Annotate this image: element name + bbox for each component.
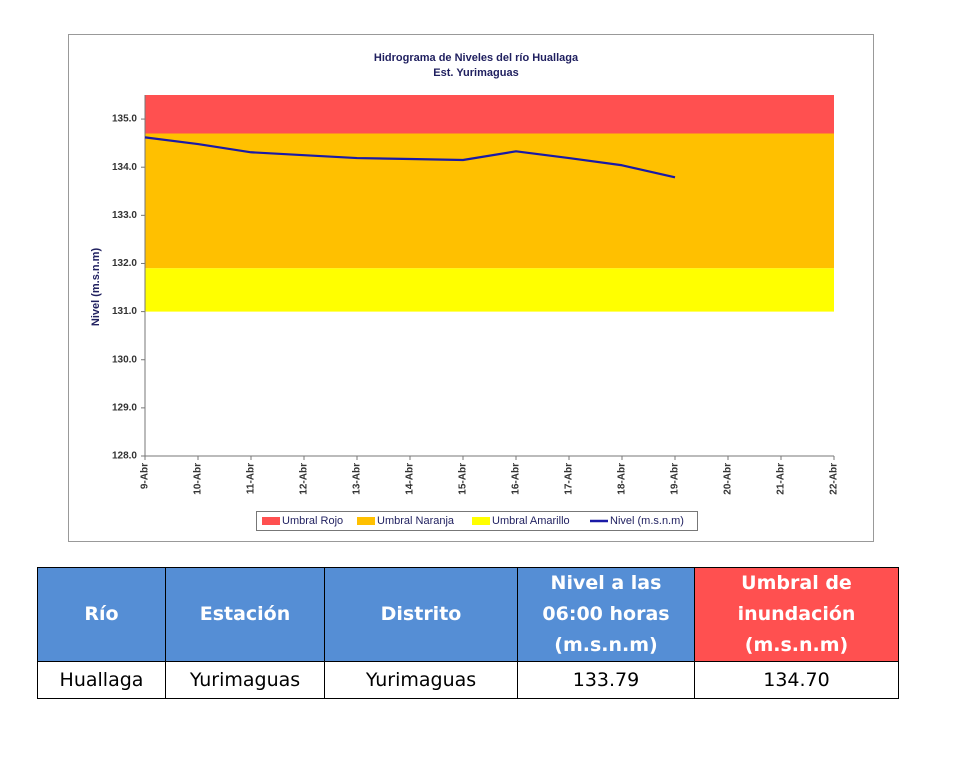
x-tick-label: 14-Abr — [405, 463, 416, 495]
x-tick-label: 20-Abr — [723, 463, 734, 495]
header-row: Río Estación Distrito Nivel a las 06:00 … — [37, 567, 899, 662]
header-cell: Umbral de inundación (m.s.n.m) — [694, 567, 899, 662]
cell: Huallaga — [37, 661, 166, 699]
threshold-band — [145, 133, 834, 269]
y-tick-label: 130.0 — [112, 354, 137, 365]
y-tick-label: 133.0 — [112, 210, 137, 221]
legend-label: Umbral Rojo — [282, 515, 343, 527]
header-cell: Estación — [165, 567, 325, 662]
y-tick-label: 129.0 — [112, 403, 137, 414]
y-tick-label: 134.0 — [112, 162, 137, 173]
x-tick-label: 21-Abr — [776, 463, 787, 495]
x-tick-label: 15-Abr — [458, 463, 469, 495]
x-tick-label: 11-Abr — [246, 463, 257, 494]
y-tick-label: 132.0 — [112, 258, 137, 269]
threshold-band — [145, 95, 834, 134]
x-tick-label: 22-Abr — [829, 463, 840, 495]
y-tick-label: 135.0 — [112, 114, 137, 125]
y-tick-label: 131.0 — [112, 306, 137, 317]
threshold-band — [145, 268, 834, 312]
cell: 134.70 — [694, 661, 899, 699]
x-tick-label: 13-Abr — [352, 463, 363, 495]
header-cell: Distrito — [324, 567, 518, 662]
x-tick-label: 19-Abr — [670, 463, 681, 495]
x-tick-label: 17-Abr — [564, 463, 575, 495]
table: Río Estación Distrito Nivel a las 06:00 … — [37, 567, 899, 699]
cell: 133.79 — [517, 661, 695, 699]
data-row: Huallaga Yurimaguas Yurimaguas 133.79 13… — [37, 661, 899, 699]
chart-title: Hidrograma de Niveles del río Huallaga — [374, 52, 579, 64]
line-series — [144, 136, 676, 179]
x-tick-label: 18-Abr — [617, 463, 628, 495]
chart: Hidrograma de Niveles del río Huallaga E… — [68, 34, 874, 542]
x-tick-label: 16-Abr — [511, 463, 522, 495]
legend-label: Nivel (m.s.n.m) — [610, 515, 684, 527]
header-cell: Río — [37, 567, 166, 662]
x-tick-label: 12-Abr — [299, 463, 310, 495]
chart-subtitle: Est. Yurimaguas — [433, 67, 518, 79]
y-tick-label: 128.0 — [112, 451, 137, 462]
x-tick-label: 10-Abr — [193, 463, 204, 495]
cell: Yurimaguas — [165, 661, 325, 699]
legend-label: Umbral Amarillo — [492, 515, 570, 527]
x-tick-label: 9-Abr — [140, 463, 151, 489]
header-cell: Nivel a las 06:00 horas (m.s.n.m) — [517, 567, 695, 662]
legend-swatch — [262, 517, 280, 525]
legend-label: Umbral Naranja — [377, 515, 455, 527]
legend-swatch — [357, 517, 375, 525]
y-axis-label: Nivel (m.s.n.m) — [90, 248, 102, 327]
legend-swatch — [472, 517, 490, 525]
cell: Yurimaguas — [324, 661, 518, 699]
